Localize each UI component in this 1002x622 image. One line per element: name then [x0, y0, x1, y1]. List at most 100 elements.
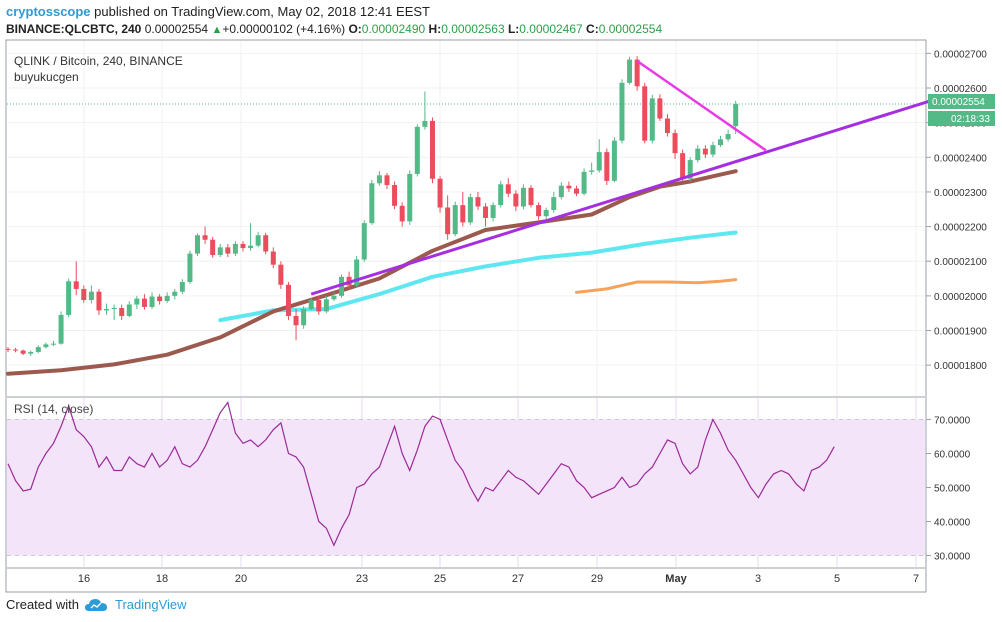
symbol-label: BINANCE:QLCBTC, 240	[6, 22, 142, 36]
low-value: 0.00002467	[519, 22, 583, 36]
candle-up	[232, 243, 238, 254]
time-tick-label: 23	[356, 573, 368, 585]
time-axis[interactable]: 16 18 20 23 25 27 29 May 3 5 7	[78, 573, 919, 585]
candle-up	[649, 98, 655, 141]
open-value: 0.00002490	[361, 22, 426, 36]
price-tick-label: 0.00002400	[934, 153, 987, 164]
time-tick-label: 7	[913, 573, 919, 585]
rsi-axis: 70.0000 60.0000 50.0000 40.0000 30.0000	[926, 416, 971, 563]
candle-down	[81, 288, 87, 301]
candle-down	[285, 284, 291, 316]
candle-up	[126, 304, 132, 316]
candle-down	[225, 247, 231, 254]
candle-up	[627, 59, 633, 83]
candle-up	[111, 307, 117, 310]
price-tick-label: 0.00002100	[934, 257, 987, 268]
candle-up	[43, 344, 49, 348]
time-tick-label: 16	[78, 573, 90, 585]
candle-down	[202, 235, 208, 240]
open-label: O:	[348, 22, 362, 36]
candle-up	[354, 259, 360, 286]
time-tick-label: 5	[834, 573, 840, 585]
high-label: H:	[428, 22, 442, 36]
rsi-label: RSI (14, close)	[14, 402, 93, 416]
price-tick-label: 0.00002700	[934, 49, 987, 60]
candle-up	[543, 209, 549, 217]
ma-slow-line	[575, 278, 738, 294]
candle-down	[20, 350, 26, 354]
candle-down	[634, 59, 640, 87]
candle-up	[619, 82, 625, 141]
candle-up	[467, 197, 473, 223]
price-tick-label: 0.00002000	[934, 292, 987, 303]
candle-up	[35, 347, 41, 352]
candle-up	[414, 126, 420, 174]
trend-lines[interactable]	[310, 59, 950, 296]
candle-up	[407, 173, 413, 222]
candle-down	[513, 193, 519, 207]
price-tick-label: 0.00002600	[934, 84, 987, 95]
candle-up	[589, 170, 595, 172]
candle-down	[96, 291, 102, 311]
timer-badge-text: 02:18:33	[951, 114, 990, 125]
candle-up	[718, 139, 724, 146]
candle-up	[422, 120, 428, 127]
price-tick-label: 0.00001900	[934, 327, 987, 338]
candle-up	[611, 140, 617, 181]
candle-up	[164, 295, 170, 302]
candle-up	[323, 299, 329, 312]
author-link[interactable]: cryptosscope	[6, 4, 91, 19]
candle-up	[339, 276, 345, 296]
ohlc-line: BINANCE:QLCBTC, 240 0.00002554 ▲+0.00000…	[6, 22, 662, 36]
candle-down	[566, 185, 572, 189]
candle-down	[210, 239, 216, 255]
candle-up	[369, 183, 375, 224]
candle-down	[680, 153, 686, 179]
candle-down	[293, 315, 299, 326]
price-tick-label: 0.00002200	[934, 223, 987, 234]
time-tick-label: 20	[235, 573, 247, 585]
footer: Created with TradingView	[6, 597, 187, 612]
time-tick-label: 18	[156, 573, 168, 585]
rsi-tick-label: 50.0000	[934, 484, 971, 495]
candle-down	[574, 188, 579, 194]
close-value: 0.00002554	[598, 22, 663, 36]
time-tick-label: 29	[591, 573, 603, 585]
candle-up	[361, 223, 367, 260]
price-badge-text: 0.00002554	[932, 97, 985, 108]
candle-up	[217, 247, 223, 255]
candle-up	[50, 343, 56, 345]
candle-up	[66, 281, 72, 315]
candle-down	[270, 251, 276, 265]
rsi-series	[7, 401, 835, 547]
candle-up	[255, 235, 261, 246]
candle-up	[695, 148, 701, 161]
price-badge	[928, 94, 995, 109]
ma-fast-line	[6, 169, 738, 376]
candle-down	[604, 152, 610, 181]
candle-up	[104, 309, 110, 311]
candle-down	[278, 264, 284, 285]
candle-down	[119, 307, 125, 316]
rsi-tick-label: 70.0000	[934, 416, 971, 427]
rsi-band	[7, 419, 925, 556]
time-tick-label: 3	[755, 573, 761, 585]
tradingview-link[interactable]: TradingView	[114, 597, 187, 612]
candle-down	[73, 281, 79, 289]
timer-badge	[928, 111, 995, 126]
candle-down	[475, 197, 481, 207]
time-tick-label: 27	[512, 573, 524, 585]
up-triangle-icon: ▲	[211, 24, 223, 36]
candle-up	[134, 298, 140, 305]
chart-title: QLINK / Bitcoin, 240, BINANCE	[14, 54, 183, 68]
candle-up	[710, 145, 716, 155]
candle-up	[733, 103, 739, 127]
candle-down	[384, 175, 390, 186]
low-label: L:	[507, 22, 520, 36]
candle-up	[490, 205, 496, 218]
last-price: 0.00002554	[144, 22, 209, 36]
candle-up	[172, 291, 178, 296]
created-with: Created with	[6, 597, 79, 612]
candle-down	[483, 206, 489, 218]
